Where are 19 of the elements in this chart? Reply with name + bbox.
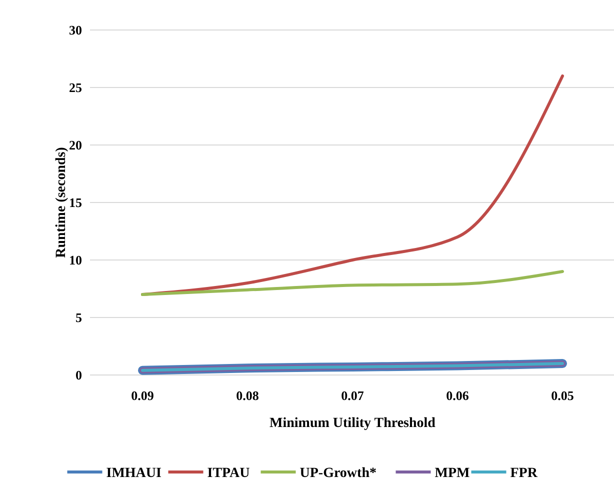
y-tick-label: 30: [69, 22, 82, 38]
legend-label: MPM: [434, 466, 470, 481]
y-tick-label: 5: [76, 310, 82, 326]
y-tick-label: 25: [69, 80, 82, 96]
legend-label: IMHAUI: [106, 466, 162, 481]
y-tick-label: 10: [69, 252, 82, 268]
legend-label: FPR: [510, 466, 538, 481]
y-tick-label: 15: [69, 195, 82, 210]
x-tick-label: 0.05: [551, 388, 574, 403]
x-tick-label: 0.08: [236, 388, 260, 403]
legend-label: ITPAU: [207, 466, 250, 481]
legend-label: UP-Growth*: [300, 466, 376, 481]
x-tick-label: 0.06: [446, 388, 470, 403]
y-tick-label: 0: [76, 368, 82, 383]
x-tick-label: 0.09: [131, 388, 154, 403]
y-axis-title: Runtime (seconds): [54, 146, 69, 258]
x-tick-label: 0.07: [341, 388, 364, 403]
y-tick-label: 20: [69, 138, 82, 153]
x-axis-title: Minimum Utility Threshold: [270, 416, 436, 431]
